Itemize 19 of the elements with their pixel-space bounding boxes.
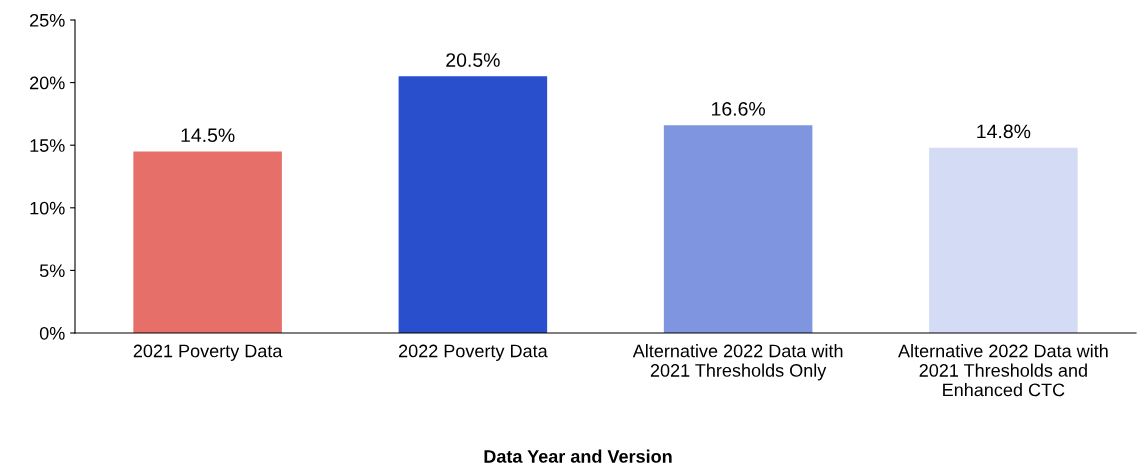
bar xyxy=(663,125,813,333)
y-tick-label: 25% xyxy=(30,13,65,27)
data-label: 20.5% xyxy=(446,53,500,67)
x-tick-label: 2022 Poverty Data xyxy=(399,344,548,361)
y-tick-label: 15% xyxy=(30,139,65,152)
x-tick-label: 2021 Poverty Data xyxy=(133,344,283,361)
y-tick-label: 0% xyxy=(39,326,65,340)
bar xyxy=(929,147,1078,333)
y-tick-label: 20% xyxy=(30,76,65,90)
data-label: 14.5% xyxy=(181,128,235,143)
data-label: 16.6% xyxy=(712,102,765,116)
x-axis-title: Data Year and Version xyxy=(484,449,672,463)
x-tick-label: Alternative 2022 Data with 2021 Thresholds and Enhanced CTC xyxy=(898,344,1108,397)
data-label: 14.8% xyxy=(977,124,1031,139)
y-tick-label: 10% xyxy=(30,201,65,215)
y-tick-label: 5% xyxy=(39,264,65,278)
bar xyxy=(133,151,282,333)
x-tick-label: Alternative 2022 Data with 2021 Thresholds Only xyxy=(632,344,843,381)
bar xyxy=(398,76,548,333)
